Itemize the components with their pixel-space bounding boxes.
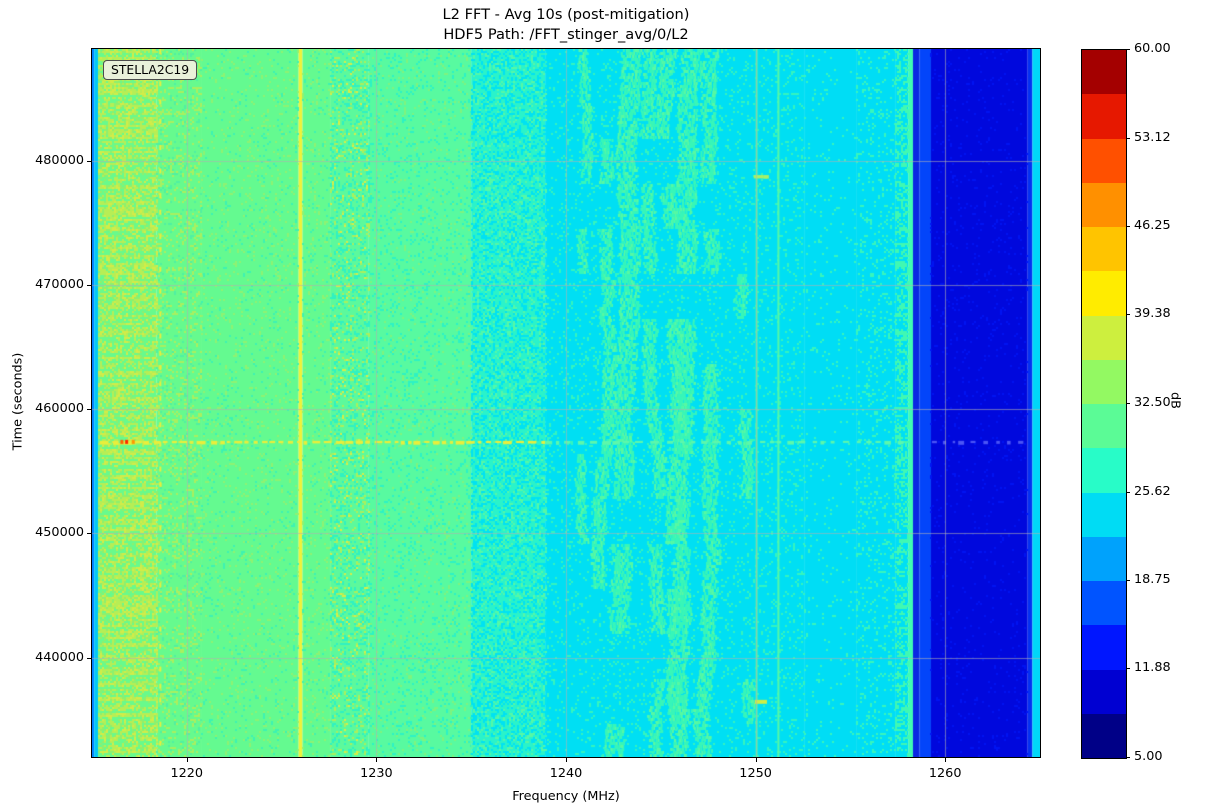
colorbar-tick-mark [1126,226,1130,227]
colorbar-tick-mark [1126,403,1130,404]
y-tick-mark [87,533,91,535]
colorbar-tick-label: 46.25 [1134,218,1171,233]
colorbar-tick-mark [1126,314,1130,316]
x-tick-mark [945,758,947,762]
x-tick-label: 1220 [170,766,204,781]
x-tick-label: 1230 [360,766,393,781]
colorbar-tick-label: 5.00 [1134,749,1163,764]
y-tick-label: 480000 [35,152,84,168]
plot-frame [91,48,1041,758]
x-tick-label: 1260 [928,766,962,781]
colorbar-tick-label: 18.75 [1134,572,1171,587]
colorbar-tick-mark [1126,580,1130,581]
x-tick-mark [376,758,378,762]
y-tick-mark [87,657,91,659]
colorbar-tick-mark [1126,668,1130,670]
x-tick-label: 1240 [549,766,583,781]
y-tick-label: 460000 [35,401,84,417]
colorbar-segment [1082,138,1126,183]
colorbar-tick-label: 53.12 [1134,129,1171,145]
station-badge: STELLA2C19 [103,60,198,80]
colorbar-tick-mark [1126,137,1130,139]
title-line-1: L2 FFT - Avg 10s (post-mitigation) [442,6,690,23]
colorbar-segment [1082,492,1126,537]
colorbar-segment [1082,581,1126,626]
colorbar-tick-mark [1126,757,1130,758]
x-tick-mark [186,758,188,762]
colorbar-segment [1082,359,1126,404]
x-axis-label: Frequency (MHz) [512,789,620,804]
colorbar-tick-mark [1126,49,1130,50]
colorbar-segment [1082,625,1126,670]
colorbar-segment [1082,50,1126,95]
x-tick-mark [755,758,757,762]
y-tick-label: 440000 [35,649,84,665]
colorbar-tick-mark [1126,491,1130,493]
title-line-2: HDF5 Path: /FFT_stinger_avg/0/L2 [443,25,689,43]
colorbar-segment [1082,669,1126,714]
y-tick-mark [87,160,91,162]
colorbar-tick-label: 25.62 [1134,483,1171,499]
colorbar-segment [1082,227,1126,272]
y-tick-mark [87,285,91,286]
y-tick-label: 450000 [35,525,84,541]
y-tick-label: 470000 [35,277,84,292]
colorbar-tick-label: 39.38 [1134,306,1171,322]
colorbar-tick-label: 60.00 [1134,41,1171,56]
spectrogram-heatmap[interactable] [92,49,1040,757]
colorbar [1081,49,1127,759]
figure-title: L2 FFT - Avg 10s (post-mitigation) HDF5 … [92,5,1040,44]
colorbar-segment [1082,713,1126,758]
x-tick-label: 1250 [739,766,772,781]
colorbar-tick-label: 32.50 [1134,395,1171,410]
colorbar-segment [1082,182,1126,227]
x-tick-mark [566,758,567,762]
colorbar-segment [1082,404,1126,449]
colorbar-segment [1082,536,1126,581]
colorbar-segment [1082,315,1126,360]
colorbar-segment [1082,94,1126,139]
colorbar-tick-label: 11.88 [1134,660,1171,676]
y-tick-mark [87,409,91,411]
colorbar-segment [1082,271,1126,316]
colorbar-segment [1082,448,1126,493]
